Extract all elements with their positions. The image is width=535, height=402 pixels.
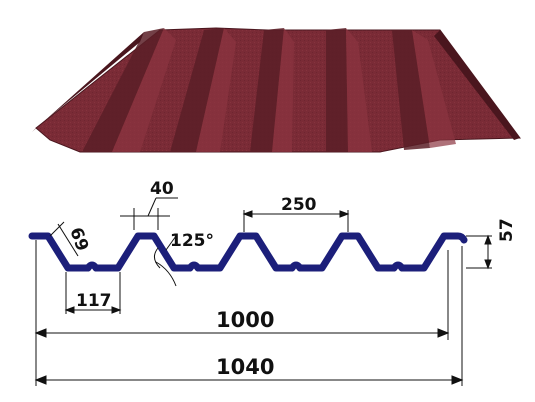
sheet-rib-4: [326, 28, 348, 152]
profile-line: [28, 232, 468, 272]
label-angle: 125°: [170, 231, 214, 251]
dimension-labels: 40 250 57 69 117 125° 1000 1040: [65, 179, 517, 379]
label-crest-width: 40: [150, 179, 174, 199]
label-effective-width: 1000: [216, 308, 274, 332]
label-overall-width: 1040: [216, 355, 274, 379]
sheet-rib-2: [170, 28, 224, 152]
sheet-left-edge: [32, 32, 144, 132]
sheet-rib-3: [250, 28, 284, 152]
label-pitch: 250: [281, 195, 317, 215]
sheet-3d-illustration: [32, 27, 521, 153]
sheet-rib-1: [82, 28, 164, 152]
dimension-lines: [34, 197, 492, 386]
label-valley-width: 117: [76, 291, 112, 311]
label-slope-length: 69: [65, 225, 92, 254]
sheet-rib-5: [392, 30, 430, 150]
profile-cross-section: [28, 232, 468, 272]
sheet-right-edge: [434, 30, 520, 140]
label-rib-height: 57: [497, 218, 517, 242]
